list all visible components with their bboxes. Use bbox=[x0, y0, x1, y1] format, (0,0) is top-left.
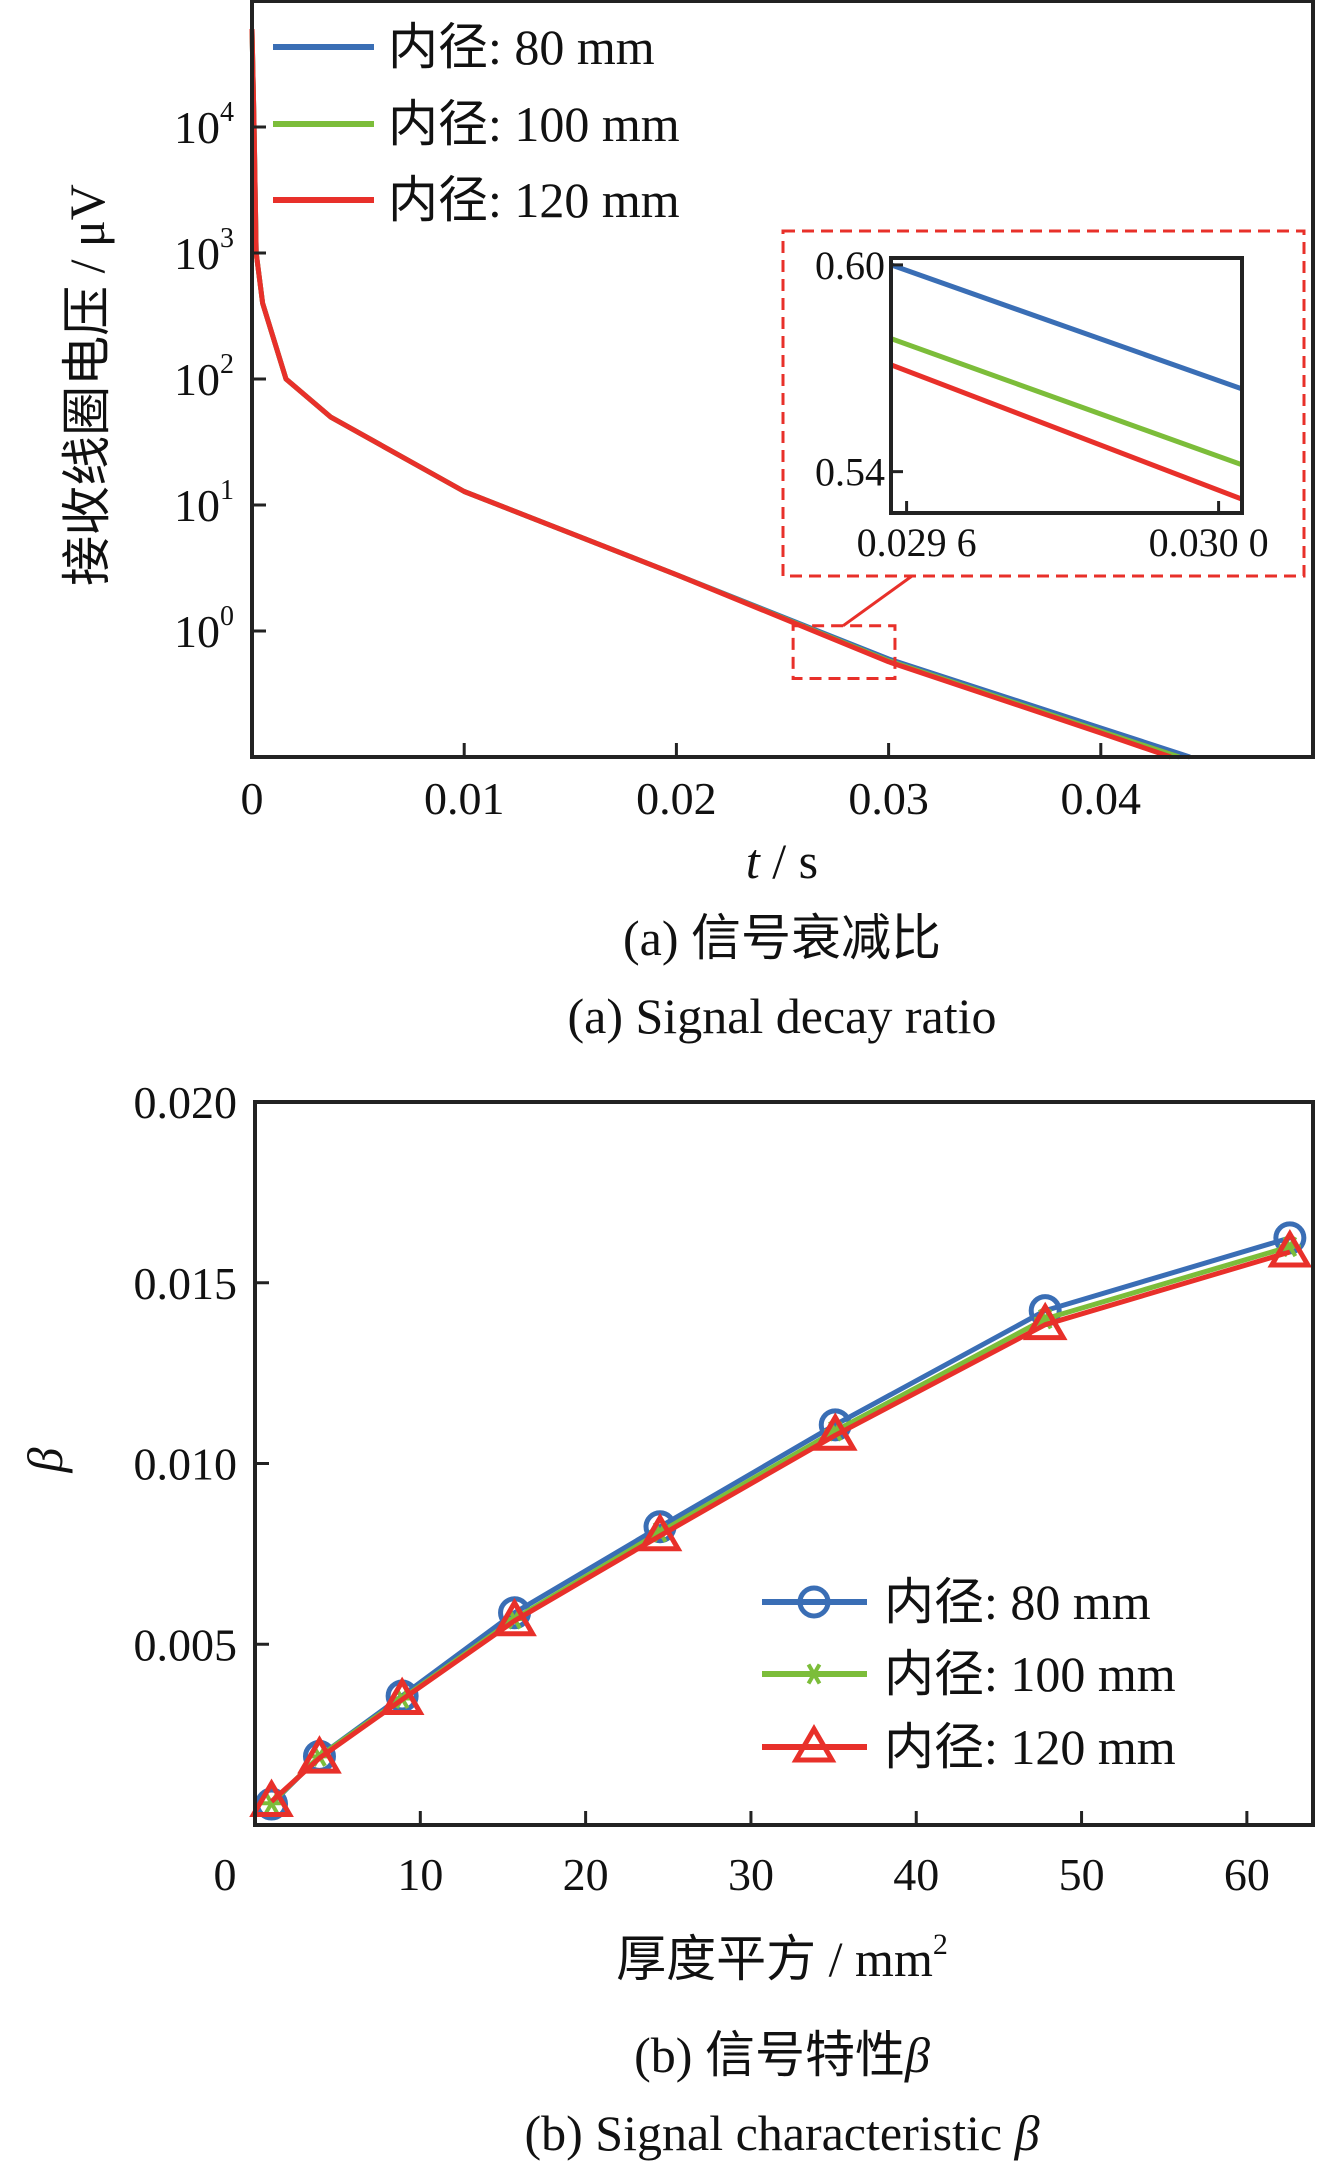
y-tick-label: 103 bbox=[174, 223, 234, 279]
data-point-triangle bbox=[1022, 1301, 1068, 1341]
panel-b-caption-cn: (b) 信号特性β bbox=[634, 2027, 930, 2083]
data-point-triangle bbox=[249, 1778, 294, 1817]
y-tick-label: 102 bbox=[174, 349, 234, 405]
y-tick-label: 101 bbox=[174, 475, 234, 531]
panel-a-y-axis-label: 接收线圈电压 / μV bbox=[59, 184, 115, 586]
x-tick-label: 10 bbox=[397, 1849, 443, 1900]
data-point-triangle bbox=[379, 1676, 425, 1716]
panel-a-chart: 0 0.01 0.02 0.03 0.04 100 101 102 103 104 内径: 80 … bbox=[59, 0, 1315, 1044]
series-line-3 bbox=[269, 1249, 1291, 1804]
legend-label-1: 内径: 80 mm bbox=[884, 1574, 1151, 1630]
y-tick-label: 0.005 bbox=[134, 1619, 238, 1670]
inset-series bbox=[891, 262, 1242, 502]
x-tick-label: 20 bbox=[563, 1849, 609, 1900]
legend-label-2: 内径: 100 mm bbox=[388, 96, 680, 152]
panel-a-caption-cn: (a) 信号衰减比 bbox=[623, 910, 941, 966]
x-tick-label: 50 bbox=[1059, 1849, 1105, 1900]
x-tick-label: 0 bbox=[241, 773, 264, 824]
x-tick-label: 40 bbox=[893, 1849, 939, 1900]
panel-b-caption-en: (b) Signal characteristic β bbox=[525, 2105, 1040, 2161]
inset-x-tick-label: 0.029 6 bbox=[857, 520, 977, 565]
inset-x-tick-label: 0.030 0 bbox=[1149, 520, 1269, 565]
x-tick-label: 0.03 bbox=[848, 773, 929, 824]
panel-a-series bbox=[249, 28, 1191, 760]
zoom-connector-line bbox=[842, 574, 913, 628]
inset-line-1 bbox=[891, 262, 1242, 392]
legend-marker-3 bbox=[791, 1724, 837, 1763]
panel-b-x-axis-label: 厚度平方 / mm2 bbox=[616, 1928, 948, 1987]
x-tick-label: 60 bbox=[1224, 1849, 1270, 1900]
legend-marker-2 bbox=[803, 1663, 825, 1685]
x-tick-label: 0.04 bbox=[1061, 773, 1142, 824]
inset-axes-frame bbox=[889, 256, 1244, 515]
inset-line-3 bbox=[891, 362, 1242, 502]
panel-a-ticks: 0 0.01 0.02 0.03 0.04 100 101 102 103 104 bbox=[174, 97, 1141, 824]
panel-b-series bbox=[249, 1221, 1313, 1821]
data-point-triangle bbox=[1267, 1229, 1313, 1268]
panel-a-caption-en: (a) Signal decay ratio bbox=[568, 988, 997, 1044]
series-line-3 bbox=[249, 28, 1172, 760]
legend-label-2: 内径: 100 mm bbox=[884, 1646, 1176, 1702]
x-tick-label: 30 bbox=[728, 1849, 774, 1900]
asterisk-stroke bbox=[806, 1663, 822, 1685]
data-point-triangle bbox=[492, 1597, 537, 1637]
panel-a-inset: 0.029 6 0.030 0 0.60 0.54 bbox=[781, 229, 1306, 578]
data-point-triangle bbox=[812, 1412, 858, 1451]
y-tick-label: 0.020 bbox=[134, 1077, 238, 1128]
series-3 bbox=[249, 1229, 1313, 1817]
panel-a-zoom-region bbox=[791, 574, 913, 680]
legend-label-3: 内径: 120 mm bbox=[884, 1719, 1176, 1775]
panel-b-y-axis-label: β bbox=[17, 1447, 73, 1473]
panel-b-ticks: 0 10 20 30 40 50 60 0.005 0.010 0.015 0.020 bbox=[134, 1077, 1270, 1900]
y-tick-label: 100 bbox=[174, 601, 234, 657]
inset-y-tick-label: 0.60 bbox=[815, 243, 885, 288]
panel-a-x-axis-label: t / s bbox=[746, 833, 818, 889]
legend-label-1: 内径: 80 mm bbox=[388, 19, 655, 75]
data-point-triangle bbox=[637, 1512, 683, 1552]
y-tick-label: 104 bbox=[174, 97, 234, 153]
y-tick-label: 0.010 bbox=[134, 1439, 238, 1490]
inset-y-tick-label: 0.54 bbox=[815, 450, 885, 495]
x-tick-label: 0.01 bbox=[424, 773, 505, 824]
panel-b-chart: 0 10 20 30 40 50 60 0.005 0.010 0.015 0.020 内径: 80… bbox=[17, 1077, 1315, 2161]
legend-label-3: 内径: 120 mm bbox=[388, 172, 680, 228]
panel-b-legend: 内径: 80 mm 内径: 100 mm 内径: 120 mm bbox=[762, 1574, 1176, 1775]
x-tick-label: 0 bbox=[214, 1849, 237, 1900]
inset-line-2 bbox=[891, 336, 1242, 468]
y-tick-label: 0.015 bbox=[134, 1258, 238, 1309]
x-tick-label: 0.02 bbox=[636, 773, 717, 824]
data-point-triangle bbox=[297, 1735, 342, 1774]
zoom-region-box bbox=[791, 624, 897, 680]
panel-a-legend: 内径: 80 mm 内径: 100 mm 内径: 120 mm bbox=[273, 19, 680, 228]
inset-dashed-border bbox=[781, 229, 1306, 578]
legend-marker-1 bbox=[797, 1585, 831, 1619]
